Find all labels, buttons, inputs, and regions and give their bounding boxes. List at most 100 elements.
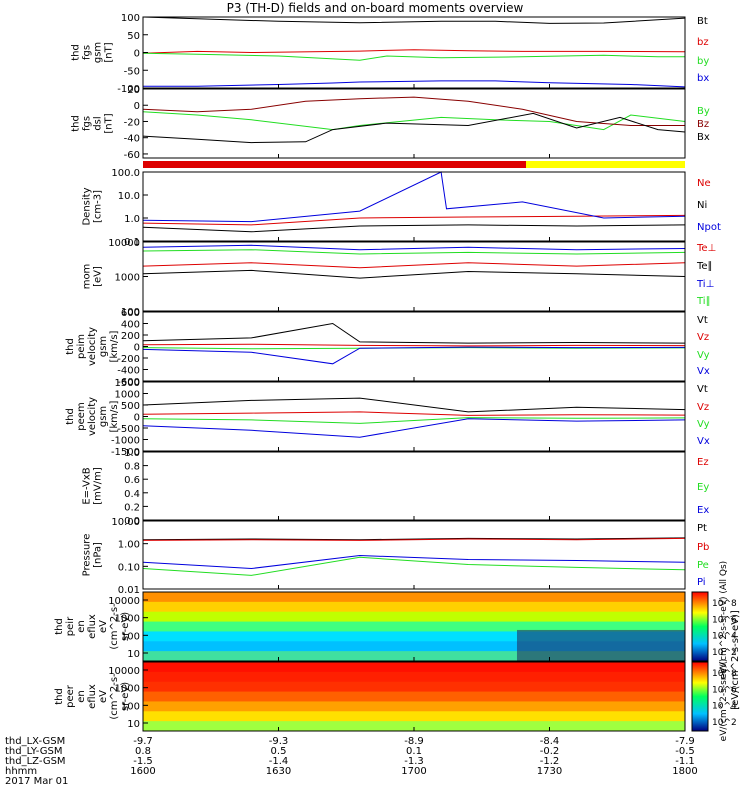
ephemeris-value: -7.9 <box>675 736 695 747</box>
ephemeris-value: -9.3 <box>269 736 289 747</box>
y-tick-label: 0.6 <box>124 475 140 486</box>
legend-Pb: Pb <box>697 542 709 553</box>
legend-By: By <box>697 106 710 117</box>
spectrogram-band <box>143 721 685 732</box>
legend-Pi: Pi <box>697 577 706 588</box>
y-axis-label: thdpeerenefluxeV(cm^2-s-sr-eV) <box>54 673 131 720</box>
y-tick-label: 1000 <box>115 614 140 625</box>
y-tick-label: 0.1 <box>124 237 140 248</box>
legend-Ti⊥: Ti⊥ <box>696 279 714 290</box>
legend-Vt: Vt <box>697 315 708 326</box>
y-tick-label: 0 <box>134 413 140 424</box>
legend-Vz: Vz <box>697 332 709 343</box>
series-line-Te⊥ <box>142 262 686 269</box>
y-tick-label: -1000 <box>111 436 140 447</box>
panel-efield: Ez Ey Ex 1.0 0.8 0.6 0.4 0.2 0.0 E=-VxB[mV/m] <box>82 448 710 527</box>
colorbar-units: [eV/(cm^2-s-sr-eV)] <box>730 610 741 710</box>
legend-Bx: Bx <box>697 132 710 143</box>
panel-frame <box>142 241 686 312</box>
y-tick-label: 100 <box>121 307 140 318</box>
spectrogram-band <box>516 629 685 661</box>
y-tick-label: 10 <box>127 649 140 660</box>
y-tick-label: 500 <box>121 401 140 412</box>
ephemeris-row-label: thd_LX-GSM <box>5 736 65 747</box>
legend-Ez: Ez <box>697 457 709 468</box>
colorbar-label-ions: eV/(cm^2-s-sr-eV) (All Qs) <box>719 561 729 679</box>
spectrogram-band <box>143 641 685 652</box>
series-line-by <box>142 52 685 61</box>
colorbar-tick-label: 10^6 <box>712 615 737 625</box>
panel-frame <box>142 311 686 382</box>
panel-electron_spectrogram: 10^8 10^6 10^4 10^2 10000 1000 100 10thdpeerene… <box>54 661 737 732</box>
panel-fgs_dsl: By Bz Bx 20 0 -20 -40 -60 thdfgsdsl[nT] <box>71 85 710 161</box>
legend-Ex: Ex <box>697 505 709 516</box>
y-tick-label: 10.00 <box>111 517 140 528</box>
panel-fgs_gsm: Bt bz by bx 100 50 0 -50 -100 thdfgsgsm[nT] <box>71 13 710 95</box>
legend-bz: bz <box>697 37 709 48</box>
date-label: 2017 Mar 01 <box>5 776 68 787</box>
series-line-Vz <box>142 343 686 347</box>
colorbar <box>691 591 709 662</box>
ephemeris-value: -8.4 <box>540 736 560 747</box>
y-tick-label: -400 <box>117 366 140 377</box>
series-line-Ni <box>142 224 686 233</box>
legend-Vz: Vz <box>697 402 709 413</box>
y-axis-label: thdfgsdsl[nT] <box>71 113 115 133</box>
panel-frame <box>142 451 686 521</box>
y-tick-label: 0.0 <box>124 516 140 527</box>
spectrogram-band <box>143 701 685 712</box>
spectrogram-band <box>143 651 685 662</box>
legend-Bt: Bt <box>697 16 708 27</box>
legend-by: by <box>697 56 709 67</box>
legend-Ti∥: Ti∥ <box>696 296 711 307</box>
y-tick-label: 1500 <box>115 378 140 389</box>
y-tick-label: 0 <box>134 343 140 354</box>
legend-Vx: Vx <box>697 436 710 447</box>
spectrogram-band <box>143 592 685 603</box>
y-tick-label: -500 <box>117 424 140 435</box>
series-line-Te∥ <box>142 269 686 279</box>
ephemeris-value: -1.2 <box>540 756 560 767</box>
ephemeris-value: -8.9 <box>404 736 424 747</box>
y-tick-label: -200 <box>117 354 140 365</box>
ephemeris-value: -9.7 <box>133 736 153 747</box>
spectrogram-band <box>143 601 685 613</box>
series-line-Vt <box>142 397 686 413</box>
colorbar-label-electrons: eV/(cm^2-s-sr-eV) <box>719 659 729 742</box>
series-line-Vt <box>142 322 686 344</box>
y-tick-label: 100 <box>121 13 140 24</box>
y-tick-label: 0 <box>134 49 140 60</box>
ephemeris-row-label: thd_LZ-GSM <box>5 756 66 767</box>
y-tick-label: -1500 <box>111 447 140 458</box>
series-line-Pe <box>142 556 686 576</box>
y-tick-label: -600 <box>117 377 140 388</box>
spectrogram-band <box>143 691 685 702</box>
ephemeris-value: -0.2 <box>540 746 560 757</box>
series-line-Ti∥ <box>142 249 686 255</box>
legend-Vy: Vy <box>697 419 710 430</box>
y-tick-label: 100 <box>121 631 140 642</box>
panel-pressure: Pt Pb Pe Pi 10.00 1.00 0.10 0.01 Pressure[nPa] <box>82 517 710 596</box>
series-line-Ne <box>142 214 686 226</box>
y-axis-label: thdfgsgsm[nT] <box>71 42 115 63</box>
legend-Vx: Vx <box>697 366 710 377</box>
spectrogram-band <box>143 662 685 673</box>
ephemeris-value: -1.4 <box>269 756 289 767</box>
ephemeris-row-label: hhmm <box>5 766 37 777</box>
legend-Pe: Pe <box>697 560 709 571</box>
y-tick-label: 50 <box>127 31 140 42</box>
colorbar-tick-label: 10^8 <box>712 599 737 609</box>
ephemeris-row-label: thd_LY-GSM <box>5 746 62 757</box>
series-line-bx <box>143 80 686 88</box>
y-tick-label: 200 <box>121 331 140 342</box>
y-tick-label: 0.10 <box>118 562 140 573</box>
spectrogram-band <box>143 611 685 623</box>
ephemeris-value: 0.8 <box>135 746 151 757</box>
y-axis-label: mom[eV] <box>82 264 104 290</box>
legend-Vt: Vt <box>697 384 708 395</box>
legend-Te∥: Te∥ <box>696 261 713 272</box>
series-line-Vx <box>142 346 686 365</box>
ephemeris-value: -1.1 <box>675 756 695 767</box>
